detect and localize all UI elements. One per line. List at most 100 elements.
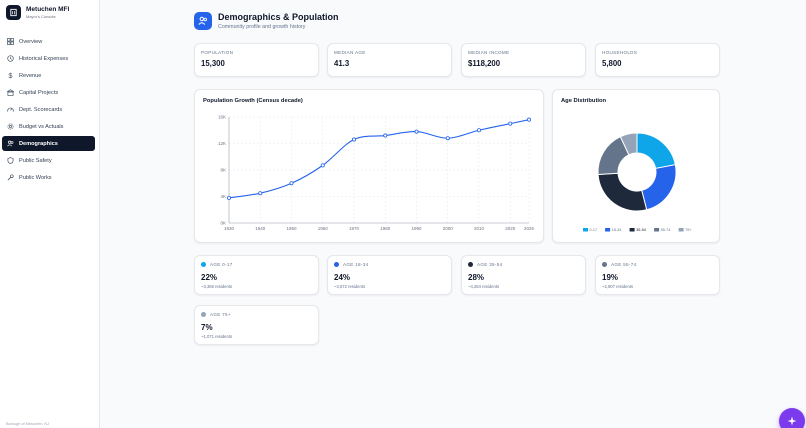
- legend-label: 55-74: [661, 228, 671, 232]
- data-point: [351, 137, 356, 142]
- donut-slice: [641, 164, 677, 211]
- shield-icon: [7, 157, 14, 164]
- x-tick-label: 2020: [505, 226, 516, 231]
- sidebar-nav: Overview Historical Expenses $ Revenue C…: [2, 34, 95, 187]
- data-point: [526, 117, 531, 122]
- sidebar-item-capital-projects[interactable]: Capital Projects: [2, 85, 95, 100]
- sidebar-item-label: Overview: [19, 38, 43, 45]
- age-percent: 7%: [201, 323, 213, 332]
- population-line-chart: 0K 4K 8K 12K 16K 1930 1940 1950 1960 1970 1980 1990…: [218, 115, 535, 232]
- sidebar-item-dept-scorecards[interactable]: Dept. Scorecards: [2, 102, 95, 117]
- legend-label: 0-17: [590, 228, 598, 232]
- sidebar: Metuchen MFI Mayor's Console Overview Hi…: [0, 0, 100, 428]
- age-color-dot: [602, 262, 607, 267]
- age-residents: ~1,071 residents: [201, 334, 233, 339]
- sidebar-item-historical-expenses[interactable]: Historical Expenses: [2, 51, 95, 66]
- users-icon: [194, 12, 212, 30]
- x-tick-label: 1980: [380, 226, 391, 231]
- age-donut-chart: 0-17 18-34 35-54 55-74 75+: [583, 132, 692, 232]
- y-tick-label: 12K: [218, 141, 226, 146]
- population-line: [228, 119, 530, 199]
- age-distribution-card: Age Distribution 0-17 18-34 35-54 55-74 75+: [552, 89, 720, 243]
- history-icon: [7, 55, 14, 62]
- grid-icon: [7, 38, 14, 45]
- dollar-icon: $: [7, 72, 14, 79]
- data-point: [258, 191, 263, 196]
- data-point: [289, 181, 294, 186]
- svg-text:$: $: [9, 73, 13, 79]
- sidebar-item-overview[interactable]: Overview: [2, 34, 95, 49]
- sidebar-item-label: Budget vs Actuals: [19, 123, 64, 130]
- assistant-button[interactable]: [779, 408, 805, 428]
- stat-value: 41.3: [334, 59, 350, 68]
- legend-swatch: [678, 228, 684, 232]
- gauge-icon: [7, 106, 14, 113]
- sidebar-item-revenue[interactable]: $ Revenue: [2, 68, 95, 83]
- sidebar-item-label: Dept. Scorecards: [19, 106, 63, 113]
- stat-card-median-age: MEDIAN AGE 41.3: [327, 43, 452, 77]
- x-tick-label: 2000: [443, 226, 454, 231]
- stat-label: MEDIAN AGE: [334, 50, 366, 55]
- chart-title: Age Distribution: [561, 98, 607, 104]
- data-point: [414, 129, 419, 134]
- sidebar-item-public-works[interactable]: Public Works: [2, 170, 95, 185]
- page-title: Demographics & Population: [218, 12, 339, 22]
- wrench-icon: [7, 174, 14, 181]
- app-title: Metuchen MFI: [26, 6, 70, 13]
- age-label: AGE 0-17: [210, 262, 233, 267]
- x-tick-label: 1950: [286, 226, 297, 231]
- data-point: [320, 163, 325, 168]
- age-label: AGE 55-74: [611, 262, 637, 267]
- x-tick-label: 2010: [474, 226, 485, 231]
- app-subtitle: Mayor's Console: [26, 14, 56, 19]
- age-color-dot: [201, 312, 206, 317]
- y-tick-label: 0K: [220, 221, 226, 226]
- legend-swatch: [629, 228, 635, 232]
- brand[interactable]: Metuchen MFI Mayor's Console: [6, 5, 69, 20]
- settings-icon: [7, 123, 14, 130]
- age-card: AGE 35-54 28% ~4,284 residents: [461, 255, 586, 295]
- age-label: AGE 75+: [210, 312, 231, 317]
- age-percent: 24%: [334, 273, 351, 282]
- x-tick-label: 1990: [411, 226, 422, 231]
- age-residents: ~2,907 residents: [602, 284, 634, 289]
- x-tick-label: 1960: [318, 226, 329, 231]
- stat-value: 5,800: [602, 59, 622, 68]
- donut-slice: [619, 132, 638, 156]
- stat-value: $118,200: [468, 59, 501, 68]
- sidebar-item-label: Public Works: [19, 174, 52, 181]
- data-point: [445, 136, 450, 141]
- building-icon: [7, 89, 14, 96]
- page-header: Demographics & Population Community prof…: [194, 12, 339, 30]
- data-point: [476, 128, 481, 133]
- age-label: AGE 18-34: [343, 262, 369, 267]
- sidebar-item-demographics[interactable]: Demographics: [2, 136, 95, 151]
- age-card: AGE 75+ 7% ~1,071 residents: [194, 305, 319, 345]
- stat-card-population: POPULATION 15,300: [194, 43, 319, 77]
- stat-label: POPULATION: [201, 50, 234, 55]
- sidebar-item-label: Capital Projects: [19, 89, 59, 96]
- age-card: AGE 55-74 19% ~2,907 residents: [595, 255, 720, 295]
- stat-card-households: HOUSEHOLDS 5,800: [595, 43, 720, 77]
- age-residents: ~3,672 residents: [334, 284, 366, 289]
- age-card: AGE 18-34 24% ~3,672 residents: [327, 255, 452, 295]
- legend-label: 75+: [685, 228, 692, 232]
- sidebar-item-label: Historical Expenses: [19, 55, 69, 62]
- data-point: [227, 195, 232, 200]
- donut-slice: [636, 132, 676, 170]
- page-subtitle: Community profile and growth history: [218, 24, 306, 30]
- chart-title: Population Growth (Census decade): [203, 98, 303, 104]
- x-tick-label: 2026: [524, 226, 535, 231]
- age-card: AGE 0-17 22% ~3,366 residents: [194, 255, 319, 295]
- sidebar-item-budget-vs-actuals[interactable]: Budget vs Actuals: [2, 119, 95, 134]
- y-tick-label: 8K: [220, 168, 226, 173]
- age-percent: 28%: [468, 273, 485, 282]
- x-tick-label: 1940: [255, 226, 266, 231]
- age-label: AGE 35-54: [477, 262, 503, 267]
- age-residents: ~4,284 residents: [468, 284, 500, 289]
- sidebar-item-public-safety[interactable]: Public Safety: [2, 153, 95, 168]
- sidebar-item-label: Revenue: [19, 72, 42, 79]
- sidebar-item-label: Demographics: [19, 140, 58, 147]
- legend-swatch: [605, 228, 611, 232]
- legend-label: 35-54: [636, 228, 646, 232]
